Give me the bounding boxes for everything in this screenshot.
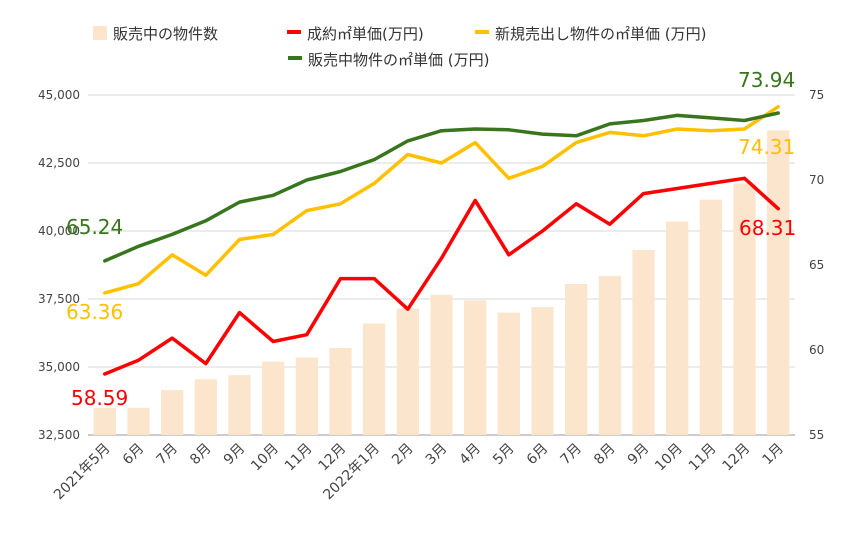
x-tick-label: 2月 bbox=[389, 441, 417, 469]
bar bbox=[396, 308, 419, 435]
legend-label-listings: 販売中の物件数 bbox=[113, 25, 218, 43]
y-left-tick-label: 35,000 bbox=[38, 360, 80, 374]
bar bbox=[632, 250, 655, 435]
bar bbox=[363, 323, 386, 435]
line-listed-price bbox=[103, 111, 780, 263]
line-contract-price bbox=[103, 176, 780, 376]
x-tick-label: 7月 bbox=[557, 441, 585, 469]
x-tick-label: 5月 bbox=[490, 441, 518, 469]
callout-red-end: 68.31 bbox=[739, 216, 796, 240]
y-left-tick-label: 45,000 bbox=[38, 88, 80, 102]
bar bbox=[598, 275, 621, 435]
callout-red-start: 58.59 bbox=[71, 386, 128, 410]
x-tick-label: 6月 bbox=[120, 441, 148, 469]
x-tick-label: 8月 bbox=[187, 441, 215, 469]
y-right-tick-label: 60 bbox=[809, 343, 824, 357]
y-right-tick-label: 55 bbox=[809, 428, 824, 442]
legend-label-contract-price: 成約㎡単価(万円) bbox=[307, 25, 424, 43]
bar bbox=[565, 284, 588, 435]
bar bbox=[531, 307, 554, 435]
legend: 販売中の物件数 成約㎡単価(万円) 新規売出し物件の㎡単価 (万円) 販売中物件… bbox=[93, 25, 706, 69]
y-left-tick-label: 42,500 bbox=[38, 156, 80, 170]
x-tick-label: 9月 bbox=[625, 441, 653, 469]
bar bbox=[194, 379, 217, 435]
bar bbox=[127, 407, 150, 435]
callouts: 65.24 63.36 58.59 73.94 74.31 68.31 bbox=[66, 68, 796, 410]
callout-yellow-start: 63.36 bbox=[66, 300, 123, 324]
bar bbox=[262, 361, 285, 435]
x-tick-label: 10月 bbox=[248, 441, 282, 475]
x-tick-label: 2021年5月 bbox=[51, 441, 114, 504]
x-tick-label: 4月 bbox=[456, 441, 484, 469]
legend-label-new-listing-price: 新規売出し物件の㎡単価 (万円) bbox=[495, 25, 706, 43]
bar bbox=[93, 407, 116, 435]
bar bbox=[295, 357, 318, 435]
x-tick-label: 8月 bbox=[591, 441, 619, 469]
x-tick-label: 3月 bbox=[423, 441, 451, 469]
y-left-tick-label: 32,500 bbox=[38, 428, 80, 442]
bar bbox=[733, 183, 756, 435]
bar-series bbox=[93, 130, 790, 436]
y-right-tick-label: 65 bbox=[809, 258, 824, 272]
bar bbox=[228, 375, 251, 435]
x-tick-label: 12月 bbox=[720, 441, 754, 475]
bar bbox=[430, 294, 453, 435]
x-tick-label: 11月 bbox=[282, 441, 316, 475]
x-tick-label: 9月 bbox=[221, 441, 249, 469]
legend-swatch-listings bbox=[93, 26, 107, 40]
legend-label-listed-price: 販売中物件の㎡単価 (万円) bbox=[308, 51, 489, 69]
bar bbox=[497, 312, 520, 435]
callout-yellow-end: 74.31 bbox=[738, 135, 795, 159]
x-tick-label: 1月 bbox=[759, 441, 787, 469]
line-new-listing-price bbox=[103, 104, 780, 295]
bar bbox=[329, 347, 352, 435]
x-tick-label: 7月 bbox=[153, 441, 181, 469]
y-right-tick-label: 75 bbox=[809, 88, 824, 102]
bar bbox=[464, 300, 487, 435]
y-left-tick-label: 40,000 bbox=[38, 224, 80, 238]
line-series bbox=[103, 104, 780, 376]
callout-green-start: 65.24 bbox=[66, 215, 123, 239]
legend-swatch-contract-price bbox=[287, 30, 301, 34]
x-tick-label: 11月 bbox=[686, 441, 720, 475]
bar bbox=[666, 221, 689, 435]
callout-green-end: 73.94 bbox=[738, 68, 795, 92]
x-tick-label: 10月 bbox=[652, 441, 686, 475]
bar bbox=[699, 199, 722, 435]
bar bbox=[161, 390, 184, 435]
x-tick-label: 6月 bbox=[524, 441, 552, 469]
legend-swatch-new-listing-price bbox=[475, 30, 489, 34]
y-axis-right: 55 60 65 70 75 bbox=[809, 88, 824, 442]
y-left-tick-label: 37,500 bbox=[38, 292, 80, 306]
y-right-tick-label: 70 bbox=[809, 173, 824, 187]
y-axis-left: 32,500 35,000 37,500 40,000 42,500 45,000 bbox=[38, 88, 80, 442]
bar bbox=[767, 130, 790, 436]
legend-swatch-listed-price bbox=[288, 56, 302, 60]
